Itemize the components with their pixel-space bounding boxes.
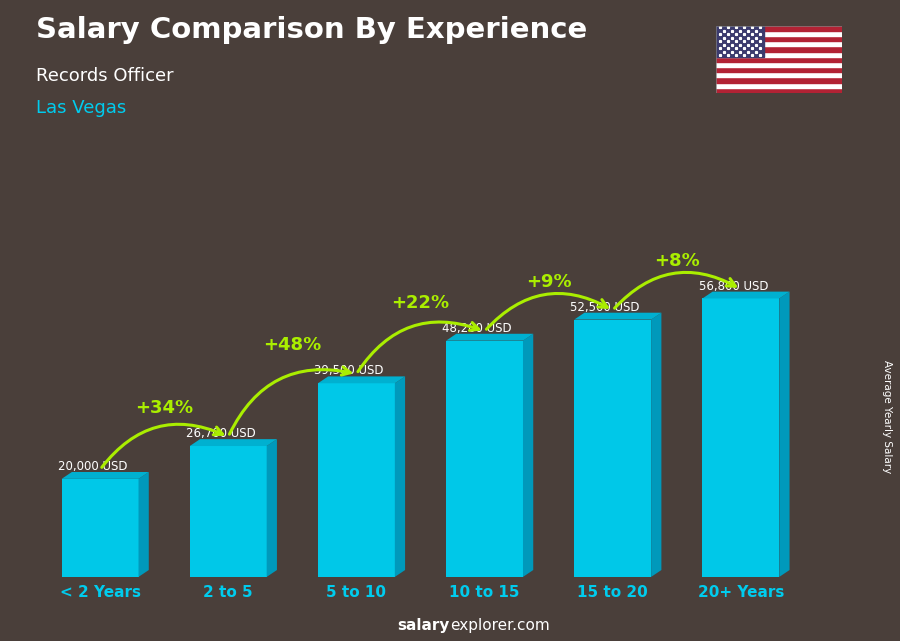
Text: +9%: +9% — [526, 272, 572, 290]
Text: +34%: +34% — [135, 399, 194, 417]
Polygon shape — [779, 292, 789, 577]
Text: Average Yearly Salary: Average Yearly Salary — [881, 360, 892, 473]
Bar — [716, 31, 842, 36]
Text: 39,500 USD: 39,500 USD — [314, 364, 383, 378]
Bar — [716, 62, 842, 67]
Bar — [716, 67, 842, 72]
Polygon shape — [446, 334, 533, 340]
Bar — [716, 78, 842, 83]
Text: 20,000 USD: 20,000 USD — [58, 460, 127, 473]
Polygon shape — [318, 376, 405, 383]
Polygon shape — [318, 383, 395, 577]
Bar — [716, 41, 842, 46]
Text: +8%: +8% — [654, 251, 699, 270]
Bar — [716, 36, 842, 41]
Polygon shape — [574, 320, 651, 577]
Polygon shape — [139, 472, 148, 577]
Text: 56,800 USD: 56,800 USD — [698, 279, 768, 292]
Bar — [716, 26, 764, 56]
Text: explorer.com: explorer.com — [450, 619, 550, 633]
Text: Records Officer: Records Officer — [36, 67, 174, 85]
Polygon shape — [702, 292, 789, 299]
Polygon shape — [574, 313, 662, 320]
Polygon shape — [523, 334, 533, 577]
Polygon shape — [61, 472, 148, 479]
Bar — [716, 26, 842, 31]
Polygon shape — [266, 439, 277, 577]
Text: salary: salary — [398, 619, 450, 633]
Text: 26,700 USD: 26,700 USD — [186, 427, 256, 440]
Bar — [716, 72, 842, 78]
Text: Las Vegas: Las Vegas — [36, 99, 126, 117]
Text: 52,500 USD: 52,500 USD — [571, 301, 640, 313]
Text: +48%: +48% — [263, 337, 321, 354]
Bar — [716, 56, 842, 62]
Polygon shape — [702, 299, 779, 577]
Polygon shape — [446, 340, 523, 577]
Bar — [716, 51, 842, 56]
Polygon shape — [190, 439, 277, 446]
Polygon shape — [651, 313, 661, 577]
Text: 48,200 USD: 48,200 USD — [442, 322, 512, 335]
Text: +22%: +22% — [392, 294, 449, 312]
Bar — [716, 88, 842, 93]
Polygon shape — [190, 446, 266, 577]
Polygon shape — [395, 376, 405, 577]
Bar — [716, 46, 842, 51]
Bar — [716, 83, 842, 88]
Polygon shape — [61, 479, 139, 577]
Text: Salary Comparison By Experience: Salary Comparison By Experience — [36, 16, 587, 44]
